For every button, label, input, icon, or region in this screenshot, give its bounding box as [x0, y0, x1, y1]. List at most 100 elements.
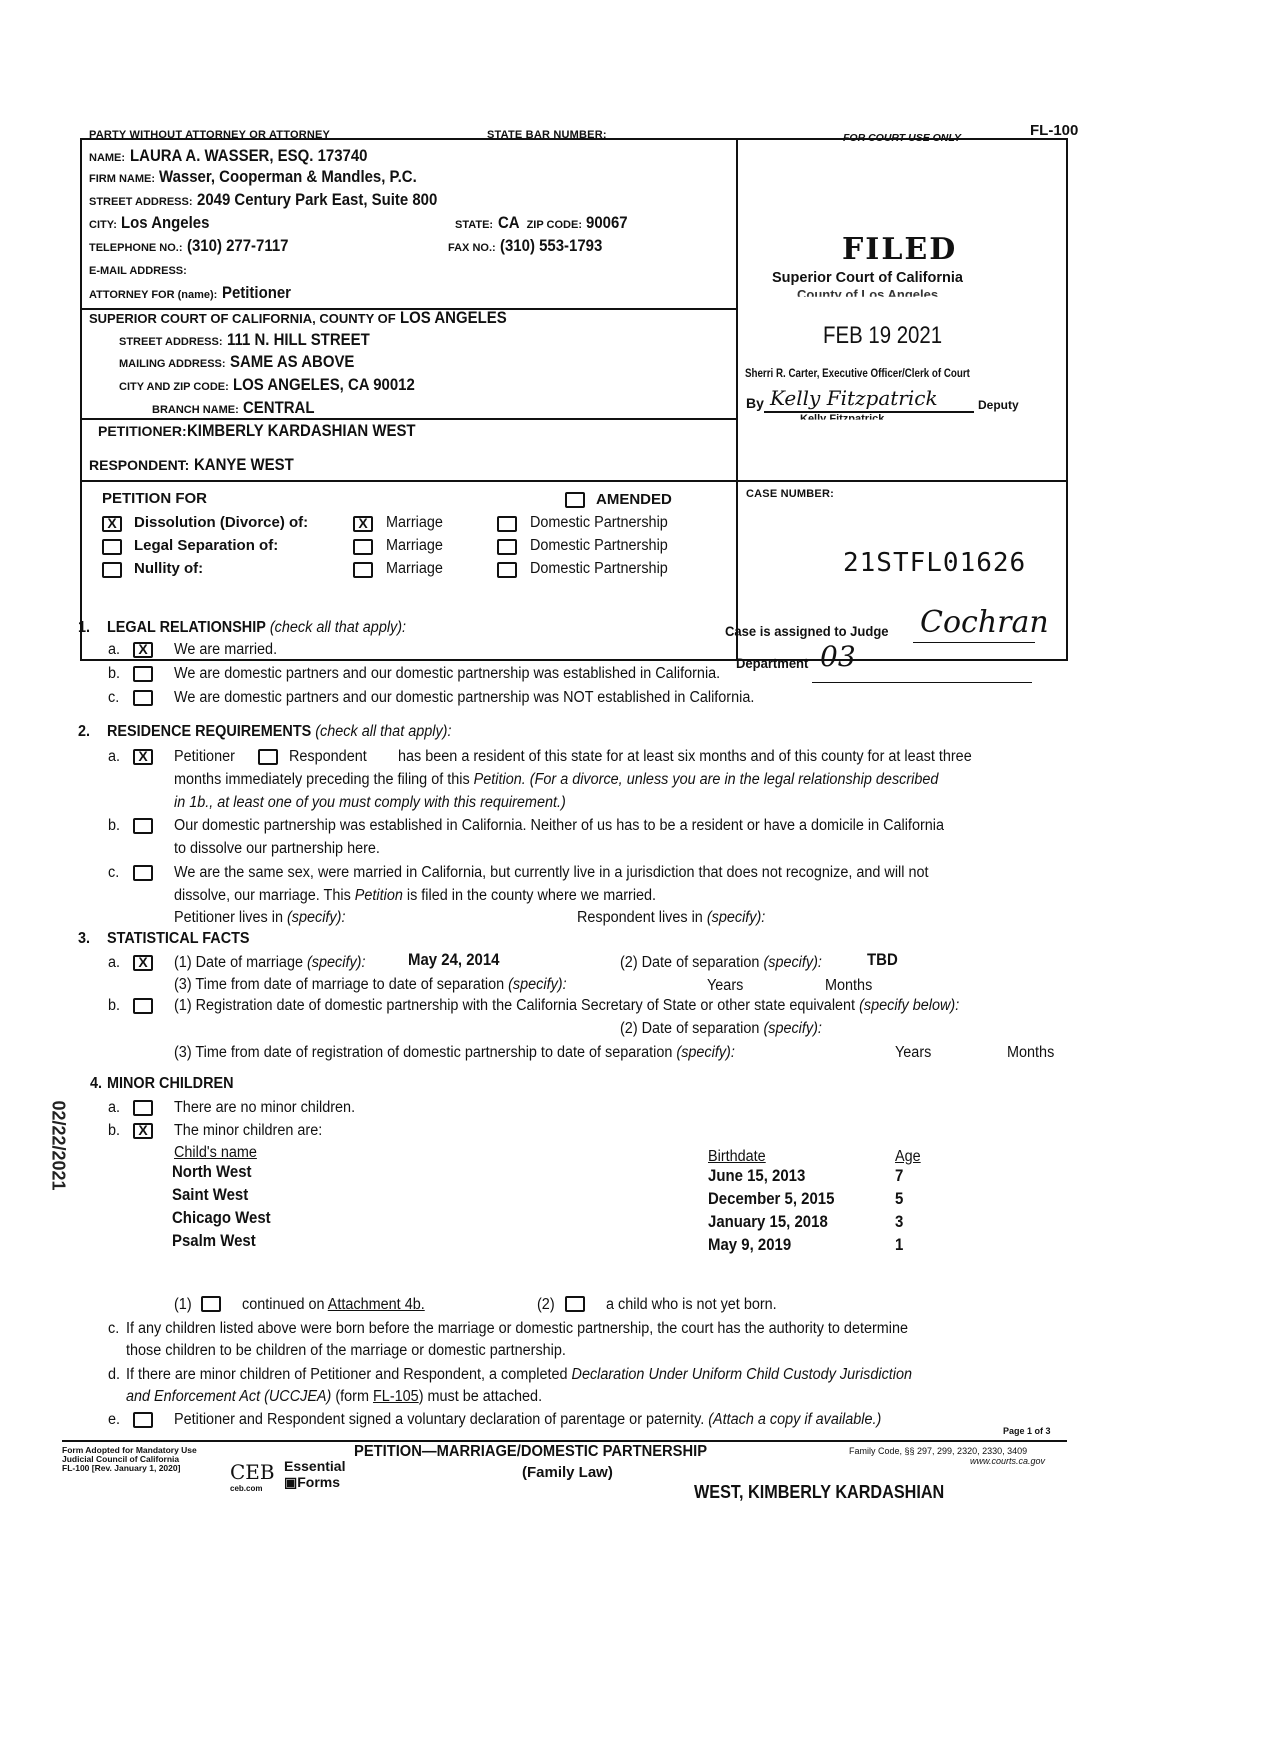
fax-label: FAX NO.: — [448, 242, 496, 254]
unborn-checkbox[interactable] — [565, 1296, 585, 1312]
attachment-checkbox[interactable] — [201, 1296, 221, 1312]
s3a-checkbox[interactable]: X — [133, 955, 153, 971]
stamp-filed: FILED — [842, 232, 958, 267]
s2-num: 2. — [78, 723, 91, 740]
divider — [80, 308, 736, 310]
s3-title: STATISTICAL FACTS — [107, 930, 250, 947]
box-top — [80, 138, 1068, 140]
dept-label: Department — [736, 655, 809, 671]
dp-separation-label: (2) Date of separation — [620, 1020, 760, 1037]
adopted-note: Form Adopted for Mandatory Use Judicial … — [62, 1446, 197, 1473]
nullity-marriage-checkbox[interactable] — [353, 562, 373, 578]
dissolution-dp-checkbox[interactable] — [497, 516, 517, 532]
s2b-checkbox[interactable] — [133, 818, 153, 834]
fl105-link[interactable]: FL-105 — [373, 1388, 419, 1405]
months-label: Months — [825, 977, 873, 994]
s1b-text: We are domestic partners and our domesti… — [174, 665, 721, 682]
stamp-deputy: Deputy — [978, 398, 1019, 412]
footer-codes: Family Code, §§ 297, 299, 2320, 2330, 34… — [849, 1446, 1028, 1456]
s2c-line1: We are the same sex, were married in Cal… — [174, 864, 929, 881]
specify-hint: (specify): — [763, 1020, 822, 1037]
s2a-petitioner-checkbox[interactable]: X — [133, 749, 153, 765]
petitioner-name: KIMBERLY KARDASHIAN WEST — [186, 421, 416, 440]
child-age: 1 — [895, 1235, 904, 1254]
judge-label: Case is assigned to Judge — [725, 623, 889, 639]
attachment-link[interactable]: Attachment 4b. — [327, 1296, 425, 1313]
s1-num: 1. — [78, 619, 91, 636]
dissolution-marriage-checkbox[interactable]: X — [353, 516, 373, 532]
dissolution-checkbox[interactable]: X — [102, 516, 122, 532]
s2a-respondent-label: Respondent — [289, 748, 367, 765]
s2c-checkbox[interactable] — [133, 865, 153, 881]
child-birthdate: December 5, 2015 — [708, 1189, 835, 1208]
forms-text: ▣Forms — [284, 1474, 340, 1491]
branch-label: BRANCH NAME: — [152, 404, 239, 416]
s3b-checkbox[interactable] — [133, 998, 153, 1014]
time-registration-label: (3) Time from date of registration of do… — [174, 1044, 673, 1061]
s1c-text: We are domestic partners and our domesti… — [174, 689, 755, 706]
child-birthdate: January 15, 2018 — [708, 1212, 828, 1231]
firm-label: FIRM NAME: — [89, 173, 155, 185]
margin-date-stamp: 02/22/2021 — [48, 1100, 69, 1191]
s4b-checkbox[interactable]: X — [133, 1123, 153, 1139]
s1c-checkbox[interactable] — [133, 690, 153, 706]
opt1-text: continued on — [242, 1296, 328, 1313]
marriage-label: Marriage — [386, 537, 443, 554]
s2c-line2: dissolve, our marriage. This — [174, 887, 355, 904]
dept-line — [812, 682, 1032, 683]
s4c-line2: those children to be children of the mar… — [126, 1342, 566, 1359]
city-label: CITY: — [89, 219, 117, 231]
s2-hint: (check all that apply): — [315, 723, 452, 740]
separation-marriage-checkbox[interactable] — [353, 539, 373, 555]
s4d-line1: If there are minor children of Petitione… — [126, 1366, 572, 1383]
pet-lives-label: Petitioner lives in — [174, 909, 283, 926]
specify-hint: (specify): — [307, 954, 366, 971]
petition-word: Petition — [354, 887, 403, 904]
s4a-text: There are no minor children. — [174, 1099, 356, 1116]
s4-title: MINOR CHILDREN — [107, 1075, 234, 1092]
marriage-label: Marriage — [386, 560, 443, 577]
registration-label: (1) Registration date of domestic partne… — [174, 997, 856, 1014]
marriage-date-label: (1) Date of marriage — [174, 954, 303, 971]
s4c-line1: If any children listed above were born b… — [126, 1320, 909, 1337]
city-value: Los Angeles — [121, 213, 210, 232]
s1b-checkbox[interactable] — [133, 666, 153, 682]
footer-site[interactable]: www.courts.ca.gov — [970, 1456, 1046, 1466]
footer-subtitle: (Family Law) — [522, 1464, 613, 1481]
phone-value: (310) 277-7117 — [186, 236, 289, 255]
s2a-line2: months immediately preceding the filing … — [174, 771, 474, 788]
county-value: LOS ANGELES — [400, 308, 507, 327]
stamp-court: Superior Court of California — [772, 270, 963, 286]
attorney-for-value: Petitioner — [221, 283, 291, 302]
s4a-checkbox[interactable] — [133, 1100, 153, 1116]
s1a-checkbox[interactable]: X — [133, 642, 153, 658]
form-id: FL-100 — [1030, 122, 1079, 139]
s2a-respondent-checkbox[interactable] — [258, 749, 278, 765]
petition-word: Petition. — [473, 771, 526, 788]
s2b-line2: to dissolve our partnership here. — [174, 840, 380, 857]
separation-dp-checkbox[interactable] — [497, 539, 517, 555]
s1-title: LEGAL RELATIONSHIP — [107, 619, 266, 636]
marriage-label: Marriage — [386, 514, 443, 531]
legal-separation-checkbox[interactable] — [102, 539, 122, 555]
specify-hint: (specify): — [676, 1044, 735, 1061]
dept-value: 03 — [820, 640, 856, 673]
stamp-county: County of Los Angeles — [797, 287, 939, 302]
adopted-line: FL-100 [Rev. January 1, 2020] — [62, 1463, 181, 1473]
nullity-checkbox[interactable] — [102, 562, 122, 578]
court-use-label: FOR COURT USE ONLY — [843, 132, 962, 144]
amended-checkbox[interactable] — [565, 492, 585, 508]
state-label: STATE: — [455, 219, 494, 231]
forms-icon: ▣ — [284, 1474, 298, 1490]
ceb-site: ceb.com — [230, 1484, 263, 1493]
nullity-dp-checkbox[interactable] — [497, 562, 517, 578]
clerk-signature: Kelly Fitzpatrick — [770, 386, 938, 410]
uccjea-title: Declaration Under Uniform Child Custody … — [571, 1366, 913, 1383]
petition-for-title: PETITION FOR — [102, 490, 207, 507]
s4e-checkbox[interactable] — [133, 1412, 153, 1428]
page-number: Page 1 of 3 — [1003, 1426, 1051, 1436]
child-name: Saint West — [172, 1185, 249, 1204]
opt2-text: a child who is not yet born. — [606, 1296, 777, 1313]
forms-label: Forms — [297, 1474, 341, 1490]
s2b-line1: Our domestic partnership was established… — [174, 817, 944, 834]
